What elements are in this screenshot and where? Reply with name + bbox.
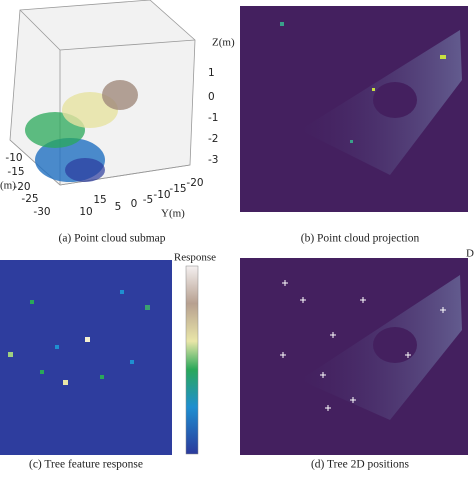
tick-label: 5: [115, 201, 122, 213]
tick-label: 0: [208, 91, 215, 103]
panel-c-image: [0, 260, 172, 455]
z-axis-label: Z(m): [212, 37, 235, 49]
tick-label: 1: [208, 67, 215, 79]
tick-label: -5: [143, 194, 153, 206]
tick-label: -10: [5, 152, 22, 164]
tick-label: -10: [153, 189, 170, 201]
caption: (c) Tree feature response: [29, 459, 143, 471]
caption: (a) Point cloud submap: [59, 233, 166, 245]
tick-label: -2: [208, 133, 218, 145]
tick-label: -20: [186, 177, 203, 189]
tick-label: -15: [169, 183, 186, 195]
tick-label: 15: [93, 194, 106, 206]
tick-label: -30: [33, 206, 50, 218]
panel-d-image: [240, 258, 468, 455]
tick-label: 10: [79, 206, 92, 218]
tick-label: -1: [208, 112, 218, 124]
x-axis-label: (m): [0, 180, 16, 192]
tick-label: -3: [208, 154, 218, 166]
colorbar-label: Response: [174, 252, 216, 264]
colorbar: [185, 265, 199, 455]
caption: (b) Point cloud projection: [301, 233, 420, 245]
cut-label: D: [466, 248, 474, 260]
tick-label: 0: [131, 198, 138, 210]
panel-b-image: [240, 6, 468, 212]
y-axis-label: Y(m): [161, 208, 185, 220]
tick-label: -25: [21, 193, 38, 205]
point-cloud: [25, 80, 138, 182]
caption: (d) Tree 2D positions: [311, 459, 410, 471]
tick-label: -15: [7, 166, 24, 178]
tick-label: -20: [13, 181, 30, 193]
